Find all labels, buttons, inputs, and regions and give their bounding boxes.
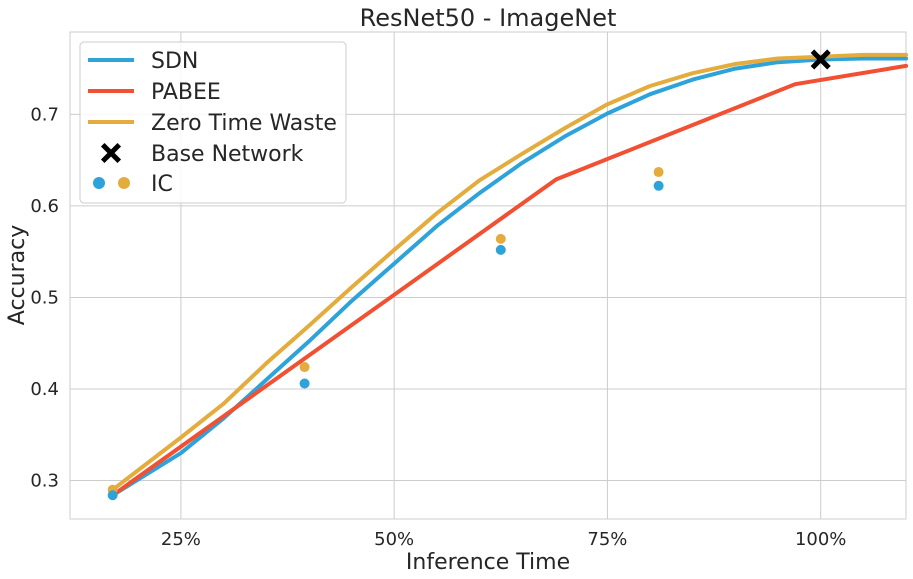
legend-swatch-base-network	[100, 142, 122, 164]
x-tick-label: 50%	[374, 529, 414, 550]
x-tick-labels: 25% 50% 75% 100%	[161, 529, 847, 550]
ic-point-blue	[495, 244, 506, 255]
legend-label-ic: IC	[151, 172, 173, 197]
ic-point-blue	[653, 180, 664, 191]
y-tick-label: 0.6	[30, 196, 59, 217]
y-tick-label: 0.7	[30, 104, 59, 125]
series-line-sdn	[110, 56, 908, 498]
legend: SDN PABEE Zero Time Waste Base Network I…	[79, 41, 347, 204]
ic-point-orange	[653, 167, 664, 178]
ic-point-orange	[495, 233, 506, 244]
series-line-pabee	[110, 63, 908, 498]
legend-label-zero-time-waste: Zero Time Waste	[151, 111, 337, 136]
base-network-marker	[810, 49, 831, 70]
y-tick-label: 0.5	[30, 287, 59, 308]
series-line-zero-time-waste	[110, 52, 908, 492]
chart-title: ResNet50 - ImageNet	[360, 4, 617, 32]
legend-swatch-ic-orange	[118, 177, 130, 189]
y-tick-label: 0.3	[30, 471, 59, 492]
y-tick-label: 0.4	[30, 379, 59, 400]
plot-frame	[69, 31, 907, 520]
legend-label-pabee: PABEE	[151, 80, 221, 105]
legend-label-sdn: SDN	[151, 49, 198, 74]
ic-point-orange	[299, 362, 310, 373]
legend-frame	[79, 41, 347, 204]
legend-swatch-ic-blue	[93, 177, 105, 189]
series-lines	[110, 52, 908, 498]
ic-point-blue	[299, 378, 310, 389]
x-axis-label: Inference Time	[406, 550, 570, 575]
x-tick-label: 75%	[587, 529, 627, 550]
legend-label-base-network: Base Network	[151, 142, 304, 167]
series-points	[107, 49, 831, 501]
y-axis-label: Accuracy	[5, 225, 30, 325]
ic-point-blue	[107, 490, 118, 501]
x-tick-label: 100%	[795, 529, 846, 550]
x-tick-label: 25%	[161, 529, 201, 550]
y-tick-labels: 0.3 0.4 0.5 0.6 0.7	[30, 104, 59, 491]
